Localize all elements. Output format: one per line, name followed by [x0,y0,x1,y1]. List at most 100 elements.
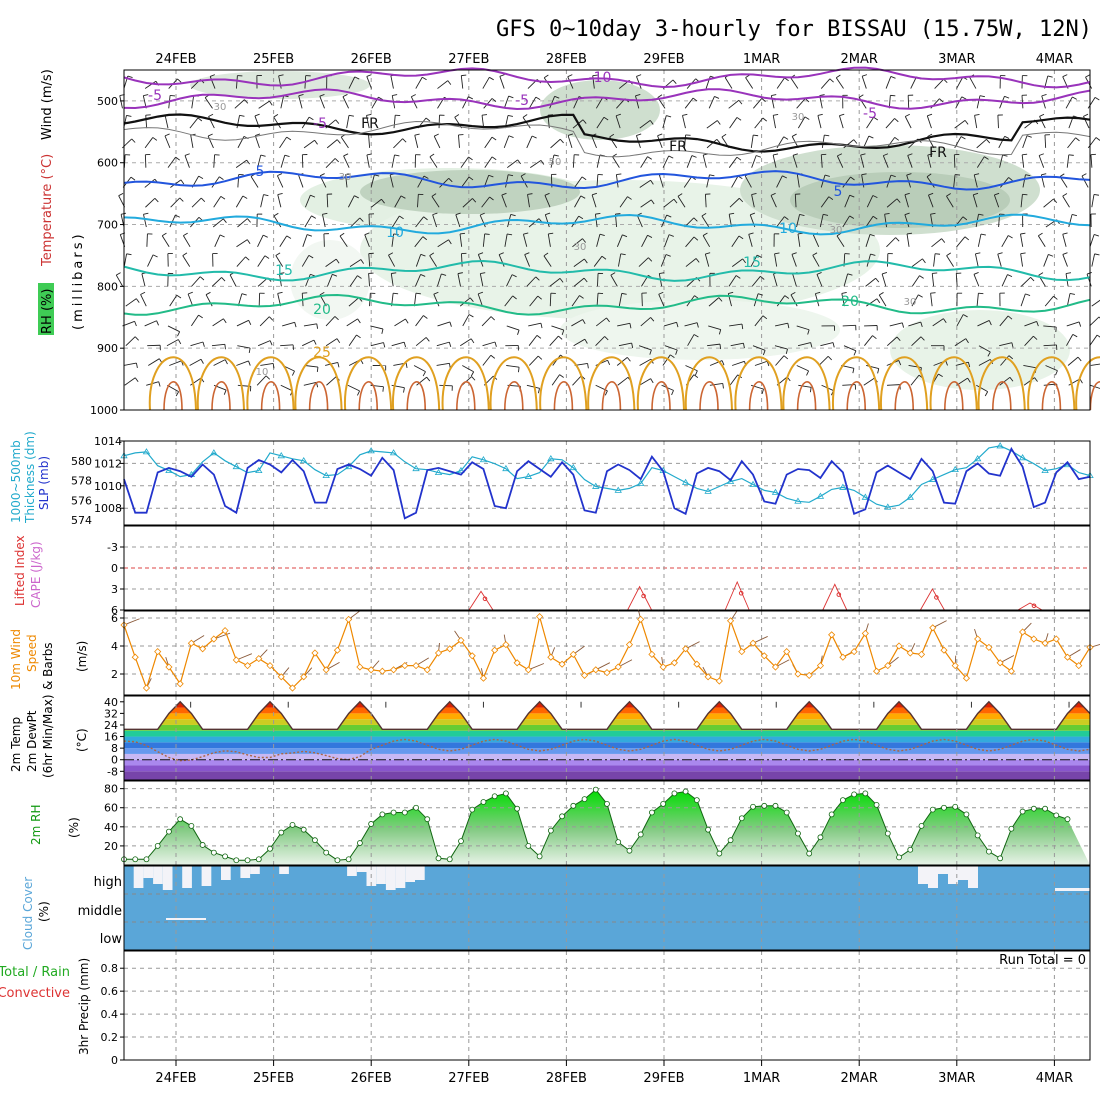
rh2m-point [751,804,756,809]
rh-contour-label: 30 [904,297,917,308]
rh2m-point [627,848,632,853]
cloud-high-gap [250,866,260,874]
cloud-high-gap [968,866,978,888]
temp-band [124,754,1090,760]
cloud-label: Cloud Cover [21,877,35,950]
cloud-high-gap [938,866,948,874]
wind-barb [887,385,900,386]
wind10-point [514,660,520,666]
y-tick-label: 0.6 [101,985,119,998]
temp2m-label-3: (6hr Min/Max) [41,695,55,779]
rh-contour-label: 50 [549,157,562,168]
panel-frame [124,951,1090,1060]
date-label-bottom: 4MAR [1036,1071,1073,1086]
wind10-point [795,671,801,677]
wind-barb-flag [119,193,123,195]
rh2m-point [897,855,902,860]
rh2m-point [807,851,812,856]
thickness-tick-label: 574 [71,514,92,527]
wind10-point [379,668,385,674]
date-label-bottom: 27FEB [448,1071,489,1086]
y-tick-label: 2 [111,668,118,681]
temp-band [124,748,1090,754]
temperature-axis-label: Temperature (°C) [40,154,55,267]
temp2m-label-1: 2m Temp [9,717,23,772]
rh2m-point [998,856,1003,861]
wind10-point [896,643,902,649]
temp2m-labels: 2m Temp 2m DewPt (6hr Min/Max) (°C) [9,695,89,779]
rh2m-point [324,850,329,855]
cloud-high-gap [376,866,386,884]
wind-barb [954,155,955,168]
wind-barb-flag [461,75,466,76]
rh-contour-label: 30 [792,112,805,123]
wind10-label-2: Speed [25,634,39,672]
rh2m-point [616,840,621,845]
rh2m-point [211,850,216,855]
y-tick-label: 6 [111,612,118,625]
rh2m-point [728,838,733,843]
y-tick-label: 40 [104,821,118,834]
wind10-point [177,681,183,687]
temp-band [124,742,1090,748]
rh2m-point [1031,806,1036,811]
temp-band [124,719,1090,725]
wind-axis-label: Wind (m/s) [40,69,55,140]
date-label-top: 29FEB [643,52,684,67]
wind-barb [1092,299,1100,307]
isotherm-label: 10 [779,221,797,237]
wind-barb [1090,234,1094,246]
wind-barb [439,385,452,386]
cloud-high-gap [918,866,928,884]
date-label-top: 25FEB [253,52,294,67]
cloud-middle-label: middle [78,904,122,919]
isotherm-label: 15 [275,263,293,279]
li-labels: Lifted Index CAPE (J/kg) [13,535,43,608]
wind-barb [550,293,551,306]
rh2m-point [694,798,699,803]
cloud-high-gap [357,866,367,872]
wind-barb [1091,155,1092,168]
thickness-label-2: Thickness (dm) [23,431,37,524]
wind10-point [334,647,340,653]
wind10-point [391,667,397,673]
wind10-point [862,630,868,636]
y-tick-label: 0.8 [101,962,119,975]
wind10-point [728,618,734,624]
rh2m-point [852,792,857,797]
wind-barb [327,194,328,207]
wind10-point [615,664,621,670]
wind10-point [132,654,138,660]
rh2m-point [189,823,194,828]
date-label-top: 1MAR [743,52,780,67]
wind10-point [537,614,543,620]
rh2m-point [425,817,430,822]
cape-bump [920,589,944,610]
wind-barb [1091,364,1100,366]
rh2m-point [256,857,261,862]
y-tick-label: 1010 [94,480,122,493]
precip-panel: 00.20.40.60.8 [101,951,1091,1067]
temp-band [124,731,1090,737]
wind-barb-flag [935,254,940,255]
wind10-point [638,616,644,622]
cape-bump [628,587,652,610]
wind10-point [413,663,419,669]
cloud-high-gap [396,866,406,888]
cape-bump [469,591,493,610]
date-label-bottom: 2MAR [840,1071,877,1086]
rh2m-point [986,849,991,854]
rh2m-point [279,830,284,835]
rh2m-point [290,822,295,827]
isotherm-label: -5 [863,106,877,122]
wind10-point [582,672,588,678]
rh2m-point [515,806,520,811]
wind10-label-1: 10m Wind [9,629,23,690]
wind10-point [245,663,251,669]
wind10-point [525,667,531,673]
rh2m-point [391,810,396,815]
wind-barb [147,234,148,247]
precip-total-label: Total / Rain [0,965,70,980]
